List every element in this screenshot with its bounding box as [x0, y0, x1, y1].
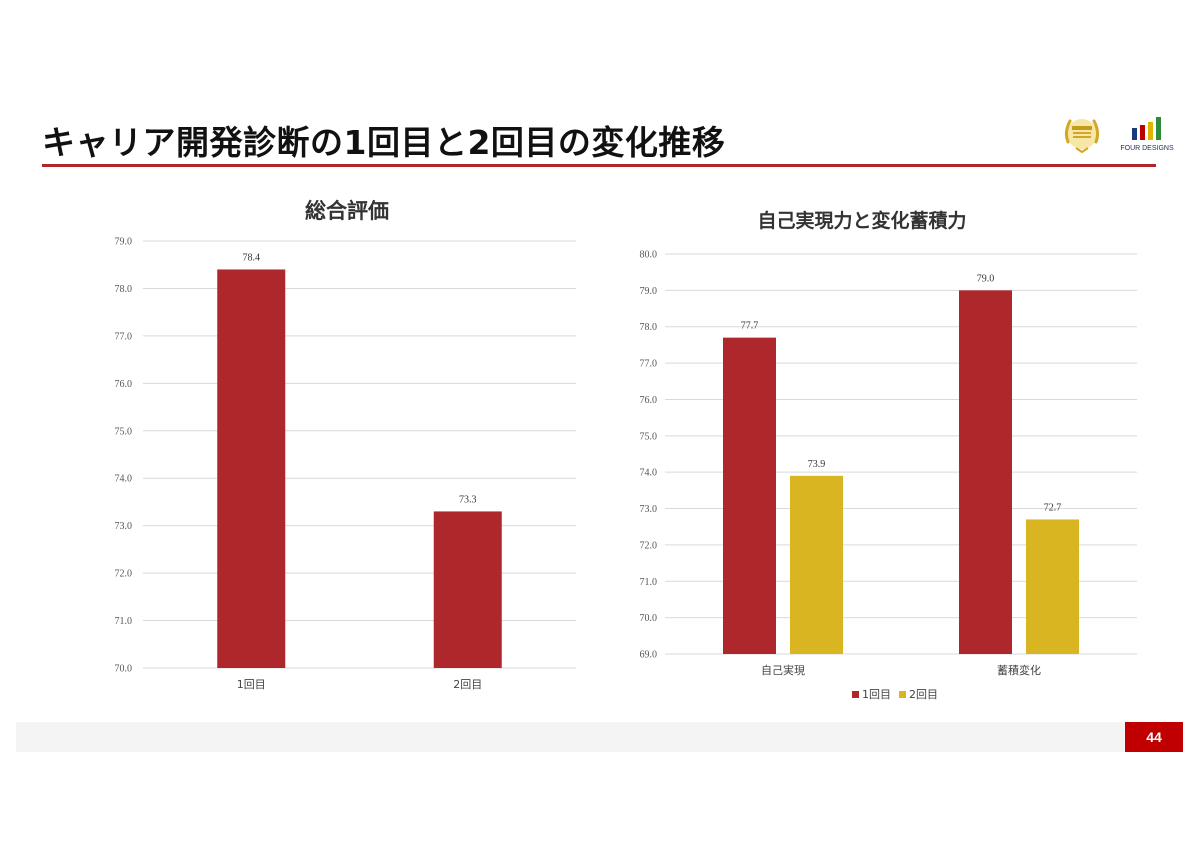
chart2-ytick-label: 79.0 [640, 286, 658, 297]
chart2-ytick-label: 75.0 [640, 431, 658, 442]
chart2-bar [959, 290, 1012, 654]
chart2-ytick-label: 71.0 [640, 577, 658, 588]
chart2-ytick-label: 77.0 [640, 359, 658, 370]
chart2-ytick-label: 73.0 [640, 504, 658, 515]
chart1-ytick-label: 70.0 [115, 664, 133, 675]
title-underline [42, 164, 1156, 167]
chart2-data-label: 73.9 [808, 459, 826, 470]
legend-item-2: 2回目 [899, 688, 938, 701]
chart2-ytick-label: 74.0 [640, 468, 658, 479]
chart1-ytick-label: 75.0 [115, 426, 133, 437]
chart2-ytick-label: 76.0 [640, 395, 658, 406]
chart1-ytick-label: 71.0 [115, 616, 133, 627]
chart1-ytick-label: 72.0 [115, 569, 133, 580]
legend-label-1: 1回目 [862, 688, 891, 701]
chart2-bar [790, 475, 843, 654]
chart2-ytick-label: 72.0 [640, 540, 658, 551]
chart2-bar [1026, 519, 1079, 654]
chart2-ytick-label: 70.0 [640, 613, 658, 624]
chart1-bar [217, 269, 286, 668]
chart1-ytick-label: 73.0 [115, 521, 133, 532]
chart1-ytick-label: 77.0 [115, 331, 133, 342]
legend-label-2: 2回目 [909, 688, 938, 701]
chart1-category-label: 1回目 [237, 678, 266, 691]
chart2-ytick-label: 78.0 [640, 322, 658, 333]
page-title: キャリア開発診断の1回目と2回目の変化推移 [42, 123, 726, 162]
chart2-ytick-label: 80.0 [640, 250, 658, 261]
legend-swatch-1 [852, 690, 859, 698]
chart2-category-label: 自己実現 [761, 663, 805, 677]
chart1-ytick-label: 78.0 [115, 284, 133, 295]
chart1-category-label: 2回目 [453, 678, 482, 691]
chart2-data-label: 79.0 [977, 273, 995, 284]
chart2-ytick-label: 69.0 [640, 650, 658, 661]
brand-name: FOUR DESIGNS [1120, 145, 1174, 152]
chart2-legend: 1回目 2回目 [852, 686, 946, 702]
self-realization-chart: 自己実現力と変化蓄積力 69.0 70.0 71.0 72.0 73.0 74.0 75.0 7… [640, 209, 1137, 677]
chart1-bar [433, 511, 502, 668]
chart2-category-label: 蓄積変化 [997, 663, 1041, 677]
overall-score-chart: 総合評価 70.0 71.0 72.0 73.0 74.0 75.0 76.0 77.0 78.0… [115, 199, 576, 691]
chart1-ytick-label: 79.0 [115, 237, 133, 248]
legend-swatch-2 [899, 690, 906, 698]
chart2-bar [723, 337, 776, 654]
chart1-ytick-label: 74.0 [115, 474, 133, 485]
legend-item-1: 1回目 [852, 688, 891, 701]
chart2-data-label: 77.7 [741, 321, 759, 332]
chart1-data-label: 73.3 [459, 494, 477, 505]
chart1-data-label: 78.4 [243, 252, 261, 263]
page-number: 44 [1125, 722, 1183, 752]
chart1-ytick-label: 76.0 [115, 379, 133, 390]
chart2-data-label: 72.7 [1044, 502, 1062, 513]
footer-band [16, 722, 1125, 752]
four-designs-logo-icon [1132, 117, 1161, 140]
laurel-badge-icon [1064, 119, 1100, 154]
chart2-title: 自己実現力と変化蓄積力 [757, 209, 966, 232]
chart1-title: 総合評価 [305, 199, 389, 223]
